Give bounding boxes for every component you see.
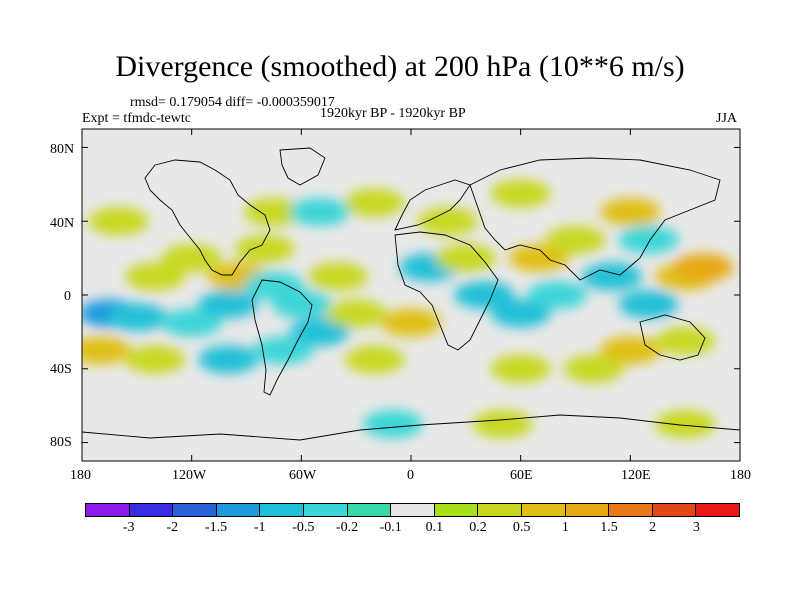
field-cell xyxy=(106,303,167,332)
field-cell xyxy=(82,336,131,365)
colorbar-box xyxy=(651,503,697,517)
experiment-label: Expt = tfmdc-tewtc xyxy=(82,111,191,126)
field-cell xyxy=(472,410,533,439)
colorbar-label: -1 xyxy=(253,520,266,535)
lon-tick-label: 180 xyxy=(730,468,751,483)
field-cell xyxy=(435,244,496,273)
stats-text: rmsd= 0.179054 diff= -0.000359017 xyxy=(130,95,335,110)
coastline-antarctica xyxy=(82,414,740,441)
lat-tick-label: 40S xyxy=(50,362,72,377)
colorbar-box xyxy=(215,503,261,517)
colorbar-box xyxy=(346,503,392,517)
colorbar-box xyxy=(172,503,217,517)
field-cell xyxy=(600,198,661,226)
field-cell xyxy=(88,207,149,236)
field-cell xyxy=(527,281,588,309)
field-cell xyxy=(344,188,405,217)
field-cell xyxy=(326,299,387,328)
field-cell xyxy=(271,290,332,319)
coastline-australia xyxy=(639,314,706,361)
field-cell xyxy=(243,198,304,226)
lon-tick-label: 60W xyxy=(289,468,317,483)
coastline-south-america xyxy=(251,279,313,396)
map-title: Divergence (smoothed) at 200 hPa (10**6 … xyxy=(115,50,685,83)
colorbar-label: 3 xyxy=(692,520,700,535)
colorbar-box xyxy=(695,503,740,517)
lat-tick-label: 40N xyxy=(50,216,75,231)
colorbar-label: -0.1 xyxy=(379,520,402,535)
colorbar-box xyxy=(128,503,174,517)
field-cell xyxy=(381,308,441,337)
colorbar-label: 2 xyxy=(649,520,657,535)
field-cell xyxy=(582,262,643,291)
colorbar-label: 1 xyxy=(561,520,569,535)
field-cell xyxy=(618,225,679,254)
field-cell xyxy=(161,308,222,337)
colorbar-box xyxy=(85,503,130,517)
field-cell xyxy=(563,354,624,383)
field-cell xyxy=(198,290,259,319)
field-cell xyxy=(253,336,314,365)
field-cell xyxy=(508,244,569,273)
field-cell xyxy=(490,299,551,328)
field-cell xyxy=(289,198,350,226)
coastline-asia xyxy=(469,157,721,281)
field-cell xyxy=(234,234,295,263)
field-cell xyxy=(362,410,423,439)
colorbar-box xyxy=(564,503,610,517)
field-cell xyxy=(161,244,222,273)
field-cell xyxy=(289,317,350,346)
colorbar-label: -0.2 xyxy=(335,520,359,535)
lat-tick-label: 0 xyxy=(64,289,71,304)
coastline-africa xyxy=(394,231,499,351)
period-label: 1920kyr BP - 1920kyr BP xyxy=(320,106,466,121)
colorbar-box xyxy=(390,503,435,517)
lon-tick-label: 180 xyxy=(70,468,91,483)
divergence-field xyxy=(82,179,734,439)
colorbar-box xyxy=(477,503,522,517)
field-cell xyxy=(454,281,515,309)
field-cell xyxy=(490,179,551,208)
colorbar-box xyxy=(520,503,566,517)
field-cell xyxy=(600,336,661,365)
lon-tick-label: 120W xyxy=(172,468,207,483)
colorbar-label: -0.5 xyxy=(292,520,315,535)
field-cell xyxy=(545,225,606,254)
field-cell xyxy=(125,345,186,374)
field-cell xyxy=(125,262,186,291)
coastline-greenland xyxy=(279,147,326,186)
lon-tick-label: 120E xyxy=(621,468,651,483)
field-cell xyxy=(618,290,679,319)
field-cell xyxy=(307,262,368,291)
field-cell xyxy=(344,345,405,374)
lon-tick-label: 60E xyxy=(510,468,533,483)
field-cell xyxy=(673,253,734,282)
field-cell xyxy=(198,345,259,374)
colorbar-label: 0.1 xyxy=(425,520,444,535)
colorbar-label: 1.5 xyxy=(600,520,618,535)
colorbar-box xyxy=(302,503,348,517)
coastline-north-america xyxy=(144,159,271,276)
colorbar-label: -3 xyxy=(122,520,135,535)
field-cell xyxy=(490,354,551,383)
axis-ticks xyxy=(81,129,741,461)
lon-tick-label: 0 xyxy=(407,468,414,483)
lat-tick-label: 80S xyxy=(50,435,72,450)
colorbar-label: 0.5 xyxy=(512,520,531,535)
colorbar-label: -1.5 xyxy=(204,520,228,535)
field-cell xyxy=(655,410,716,439)
colorbar-box xyxy=(608,503,653,517)
colorbar-label: 0.2 xyxy=(469,520,487,535)
lat-tick-label: 80N xyxy=(50,142,75,157)
field-cell xyxy=(417,207,478,236)
colorbar-box xyxy=(433,503,479,517)
field-cell xyxy=(655,327,716,356)
season-label: JJA xyxy=(716,111,738,126)
colorbar-box xyxy=(259,503,304,517)
colorbar xyxy=(85,503,740,517)
coastlines xyxy=(82,147,740,441)
colorbar-label: -2 xyxy=(166,520,179,535)
